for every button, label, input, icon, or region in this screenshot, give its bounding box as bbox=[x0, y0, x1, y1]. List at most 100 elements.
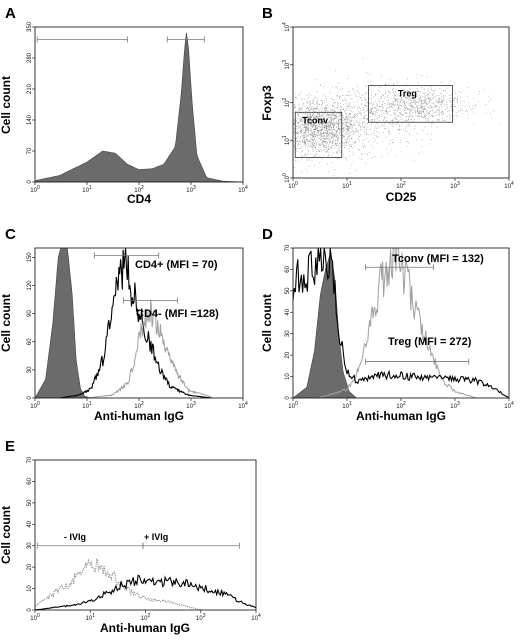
scatter-point bbox=[391, 119, 393, 121]
scatter-point bbox=[314, 135, 315, 137]
scatter-point bbox=[297, 141, 299, 143]
scatter-point bbox=[335, 134, 337, 136]
x-tick-label: 103 bbox=[186, 185, 196, 194]
scatter-point bbox=[436, 106, 438, 107]
scatter-point bbox=[387, 107, 389, 109]
scatter-point bbox=[346, 123, 348, 125]
scatter-point bbox=[352, 111, 354, 113]
scatter-point bbox=[337, 123, 339, 125]
scatter-point bbox=[366, 119, 368, 120]
scatter-point bbox=[356, 131, 358, 132]
scatter-point bbox=[401, 113, 402, 115]
scatter-point bbox=[323, 86, 325, 87]
scatter-point bbox=[323, 120, 325, 122]
scatter-point bbox=[423, 112, 425, 114]
scatter-point bbox=[376, 105, 378, 107]
scatter-point bbox=[378, 90, 379, 91]
scatter-point bbox=[303, 127, 305, 128]
scatter-point bbox=[407, 99, 409, 101]
scatter-point bbox=[348, 148, 350, 149]
scatter-point bbox=[357, 122, 358, 124]
scatter-point bbox=[359, 136, 360, 137]
scatter-point bbox=[367, 134, 369, 135]
scatter-point bbox=[361, 94, 363, 96]
scatter-point bbox=[400, 101, 401, 103]
scatter-point bbox=[435, 105, 437, 107]
scatter-point bbox=[347, 136, 349, 137]
scatter-point bbox=[328, 155, 330, 157]
scatter-point bbox=[374, 121, 376, 123]
scatter-point bbox=[305, 130, 307, 132]
scatter-point bbox=[314, 130, 315, 132]
scatter-point bbox=[337, 143, 339, 145]
x-tick-label: 103 bbox=[450, 401, 460, 410]
scatter-point bbox=[331, 114, 332, 116]
scatter-point bbox=[402, 115, 404, 117]
scatter-point bbox=[341, 107, 342, 108]
scatter-point bbox=[313, 109, 314, 111]
scatter-point bbox=[310, 134, 312, 136]
scatter-point bbox=[401, 98, 402, 99]
scatter-point bbox=[424, 108, 425, 109]
y-tick-label: 150 bbox=[27, 252, 33, 263]
scatter-point bbox=[399, 141, 401, 143]
scatter-point bbox=[404, 100, 406, 102]
scatter-point bbox=[431, 90, 433, 91]
scatter-point bbox=[337, 153, 339, 154]
scatter-point bbox=[342, 131, 344, 133]
scatter-point bbox=[404, 107, 406, 109]
scatter-point bbox=[313, 125, 315, 126]
scatter-point bbox=[297, 160, 298, 162]
scatter-point bbox=[394, 114, 395, 116]
scatter-point bbox=[335, 131, 337, 133]
scatter-point bbox=[311, 102, 313, 104]
scatter-point bbox=[386, 120, 388, 121]
scatter-point bbox=[338, 150, 340, 151]
scatter-point bbox=[438, 119, 439, 121]
y-tick-label: 60 bbox=[27, 477, 33, 484]
scatter-point bbox=[323, 146, 324, 147]
scatter-point bbox=[364, 112, 365, 113]
scatter-point bbox=[321, 120, 322, 122]
scatter-point bbox=[293, 120, 295, 122]
scatter-point bbox=[336, 115, 337, 117]
scatter-point bbox=[426, 76, 428, 78]
scatter-point bbox=[313, 131, 315, 133]
scatter-point bbox=[396, 119, 398, 120]
scatter-point bbox=[307, 121, 309, 123]
scatter-point bbox=[374, 107, 376, 108]
scatter-point bbox=[419, 98, 420, 99]
scatter-point bbox=[443, 113, 444, 115]
scatter-point bbox=[352, 130, 353, 132]
x-axis-label: Anti-human IgG bbox=[94, 409, 184, 423]
scatter-point bbox=[344, 126, 346, 128]
scatter-point bbox=[419, 110, 420, 112]
scatter-point bbox=[326, 121, 328, 123]
scatter-point bbox=[423, 102, 424, 104]
scatter-point bbox=[323, 138, 325, 140]
scatter-point bbox=[303, 113, 305, 115]
scatter-point bbox=[339, 108, 341, 110]
scatter-point bbox=[333, 125, 335, 127]
scatter-point bbox=[295, 138, 297, 140]
scatter-point bbox=[485, 104, 487, 105]
scatter-point bbox=[408, 119, 409, 120]
scatter-point bbox=[435, 111, 437, 113]
scatter-point bbox=[383, 125, 385, 127]
scatter-point bbox=[340, 119, 342, 120]
scatter-point bbox=[423, 109, 425, 110]
scatter-point bbox=[321, 129, 322, 130]
scatter-point bbox=[315, 140, 316, 142]
scatter-point bbox=[460, 108, 462, 109]
scatter-point bbox=[377, 117, 379, 119]
scatter-point bbox=[307, 124, 309, 125]
scatter-point bbox=[330, 117, 332, 118]
scatter-point bbox=[331, 133, 333, 134]
scatter-point bbox=[307, 107, 308, 109]
scatter-point bbox=[331, 133, 333, 135]
scatter-point bbox=[415, 106, 417, 108]
scatter-point bbox=[321, 110, 322, 112]
scatter-point bbox=[387, 108, 389, 109]
scatter-point bbox=[425, 98, 426, 100]
